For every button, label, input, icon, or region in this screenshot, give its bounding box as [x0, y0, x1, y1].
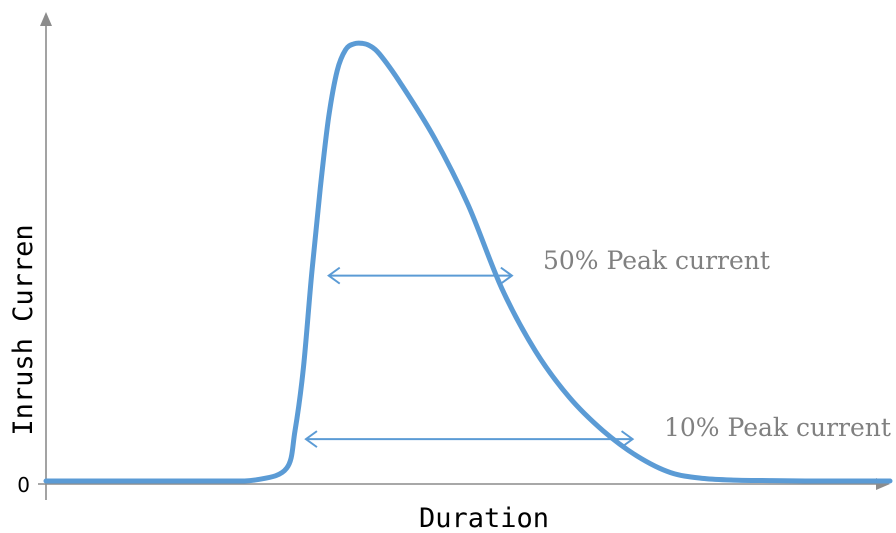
- y-tick-label: 0: [17, 473, 30, 497]
- y-axis-title: Inrush Curren: [8, 224, 39, 435]
- inrush-current-curve: [43, 40, 893, 484]
- annotation-arrow-head-right: [620, 430, 635, 448]
- annotation-arrow-head-right: [500, 266, 514, 285]
- annotation-10-percent: 10% Peak current: [304, 413, 891, 448]
- annotation-arrow-head-left: [327, 266, 341, 285]
- annotation-50-percent: 50% Peak current: [327, 246, 770, 285]
- annotation-label: 50% Peak current: [543, 246, 770, 275]
- annotation-arrow-head-left: [304, 430, 318, 448]
- annotation-label: 10% Peak current: [664, 413, 891, 442]
- x-axis-title: Duration: [419, 503, 549, 533]
- annotations: 50% Peak current 10% Peak current: [304, 246, 891, 448]
- y-axis-arrow: [40, 12, 52, 26]
